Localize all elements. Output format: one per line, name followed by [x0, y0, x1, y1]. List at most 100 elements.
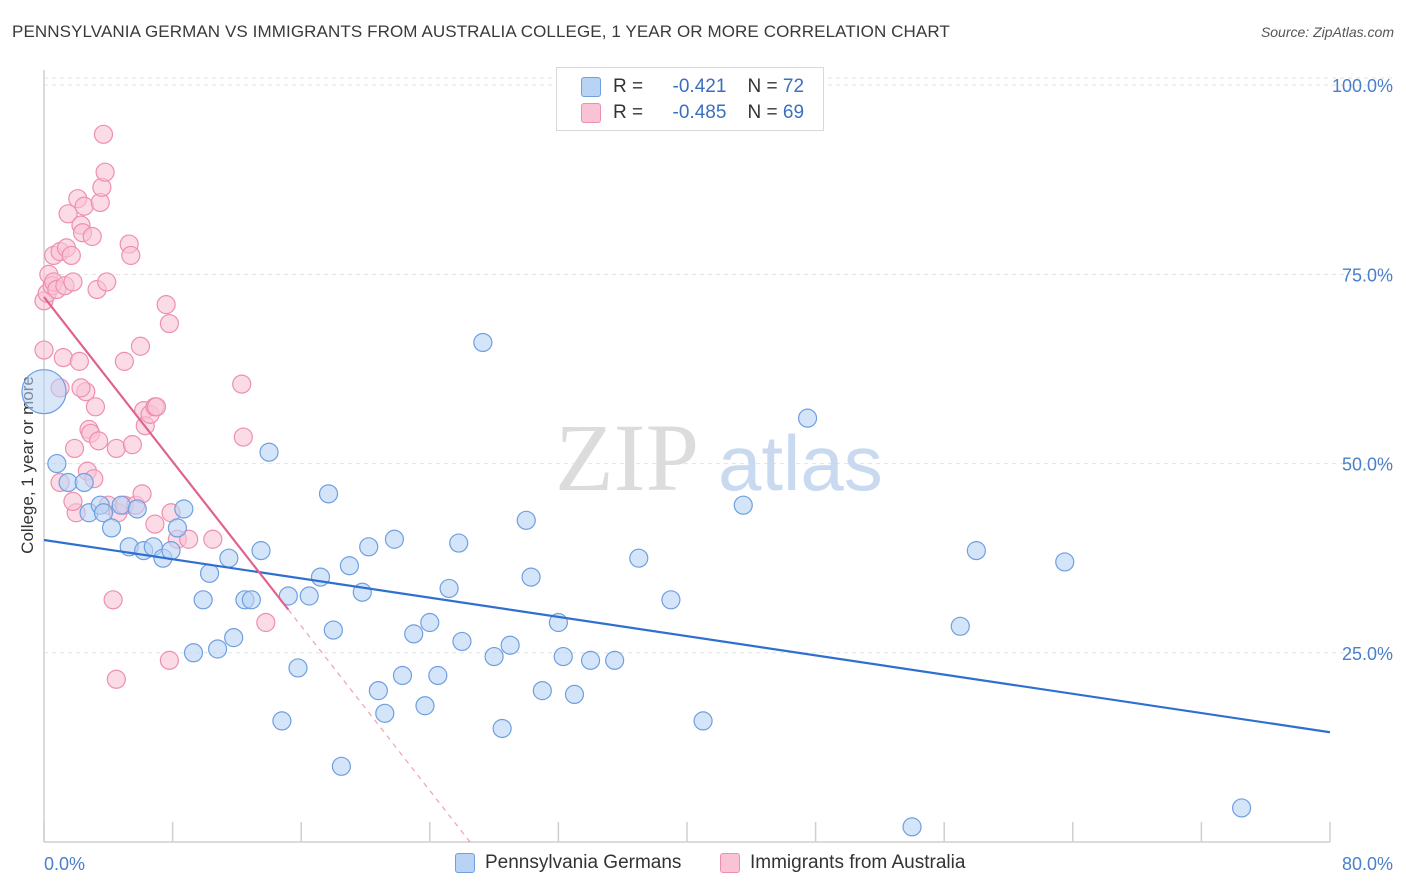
pink-point	[58, 204, 78, 224]
blue-point	[492, 718, 512, 739]
blue-point	[1055, 552, 1075, 572]
legend-swatch-pink	[720, 853, 740, 873]
source-label: Source: ZipAtlas.com	[1260, 24, 1394, 40]
blue-point	[183, 643, 204, 663]
legend-n-label: N =	[747, 76, 778, 97]
blue-point	[359, 537, 379, 557]
blue-point	[580, 650, 601, 670]
x-tick-label-max: 80.0%	[1342, 854, 1393, 874]
blue-point	[500, 635, 520, 655]
blue-point	[532, 681, 552, 701]
blue-point	[693, 711, 713, 731]
legend-swatch-blue	[455, 853, 475, 873]
correlation-legend: R = -0.421 N = 72 R = -0.485 N = 69	[556, 67, 824, 131]
axis-layer	[43, 70, 1331, 843]
blue-point	[420, 612, 440, 633]
legend-n-value-blue: 72	[782, 76, 805, 97]
legend-row-blue: R = -0.421 N = 72	[581, 75, 804, 99]
grid-layer	[44, 77, 1392, 654]
legend-item-pennsylvania-germans[interactable]: Pennsylvania Germans	[455, 852, 681, 874]
pink-point	[159, 650, 179, 670]
trend-layer	[43, 296, 1331, 843]
pink-trend-extension	[287, 609, 471, 843]
pink-points-layer	[34, 124, 276, 689]
blue-point	[404, 624, 424, 644]
blue-point	[224, 628, 244, 648]
pink-point	[85, 397, 106, 417]
legend-swatch-blue	[581, 77, 601, 97]
blue-point	[111, 495, 131, 515]
blue-point	[629, 548, 649, 568]
blue-point	[392, 665, 413, 686]
chart-title: PENNSYLVANIA GERMAN VS IMMIGRANTS FROM A…	[12, 22, 950, 41]
legend-label-blue: Pennsylvania Germans	[485, 852, 682, 873]
legend-item-immigrants-from-australia[interactable]: Immigrants from Australia	[720, 852, 965, 874]
pink-point	[34, 340, 54, 360]
legend-label-pink: Immigrants from Australia	[750, 852, 966, 873]
series-legend: Pennsylvania Germans Immigrants from Aus…	[0, 852, 1406, 878]
blue-point	[553, 646, 573, 667]
blue-point	[127, 499, 147, 519]
pink-point	[203, 529, 223, 549]
legend-swatch-pink	[581, 103, 601, 123]
blue-point	[428, 665, 448, 686]
blue-point	[966, 541, 986, 561]
blue-point	[797, 408, 818, 428]
y-tick-label-50: 50.0%	[1342, 455, 1393, 475]
pink-point	[97, 272, 117, 292]
blue-point	[241, 590, 261, 610]
pink-point	[69, 351, 89, 371]
pink-point	[53, 348, 73, 368]
tick-label-layer: 25.0% 50.0% 75.0% 100.0% 0.0% 80.0%	[44, 76, 1393, 874]
pink-point	[71, 378, 91, 398]
blue-point	[199, 563, 220, 583]
blue-point	[161, 541, 181, 561]
blue-point	[331, 756, 351, 776]
blue-point	[473, 332, 493, 353]
pink-point	[106, 438, 126, 459]
blue-point	[439, 578, 459, 599]
blue-point	[174, 499, 194, 519]
blue-point	[299, 586, 319, 606]
pink-point	[130, 336, 151, 356]
blue-point	[661, 590, 681, 610]
blue-point	[288, 658, 308, 678]
pink-point	[64, 438, 85, 459]
blue-point	[339, 556, 360, 576]
legend-r-label: R =	[613, 102, 644, 123]
blue-point	[516, 510, 536, 530]
blue-point	[318, 484, 339, 504]
pink-point	[159, 313, 179, 334]
x-tick-label-min: 0.0%	[44, 854, 85, 874]
blue-point	[733, 495, 753, 515]
blue-point	[449, 533, 469, 553]
pink-point	[106, 669, 126, 689]
pink-point	[146, 397, 167, 417]
pink-point	[122, 435, 143, 455]
blue-point	[58, 472, 78, 493]
blue-point	[278, 586, 298, 606]
blue-point	[259, 442, 279, 462]
blue-point	[272, 711, 292, 731]
pink-point	[63, 491, 83, 512]
pink-point	[114, 351, 134, 371]
blue-point	[521, 567, 541, 587]
pink-point	[156, 295, 176, 315]
pink-point	[256, 612, 276, 633]
pink-point	[179, 529, 199, 549]
blue-point	[1231, 798, 1252, 818]
blue-point	[21, 369, 67, 415]
legend-r-value-blue: -0.421	[672, 76, 727, 97]
y-tick-label-75: 75.0%	[1342, 265, 1393, 285]
pink-point	[74, 196, 94, 216]
blue-point	[375, 703, 395, 723]
blue-point	[219, 548, 239, 568]
blue-point	[950, 616, 970, 636]
blue-point	[323, 620, 343, 640]
y-tick-label-100: 100.0%	[1332, 76, 1393, 96]
blue-point	[74, 472, 94, 493]
pink-point	[145, 514, 165, 534]
blue-point	[167, 518, 188, 538]
blue-point	[47, 453, 67, 474]
legend-n-label: N =	[747, 102, 778, 123]
